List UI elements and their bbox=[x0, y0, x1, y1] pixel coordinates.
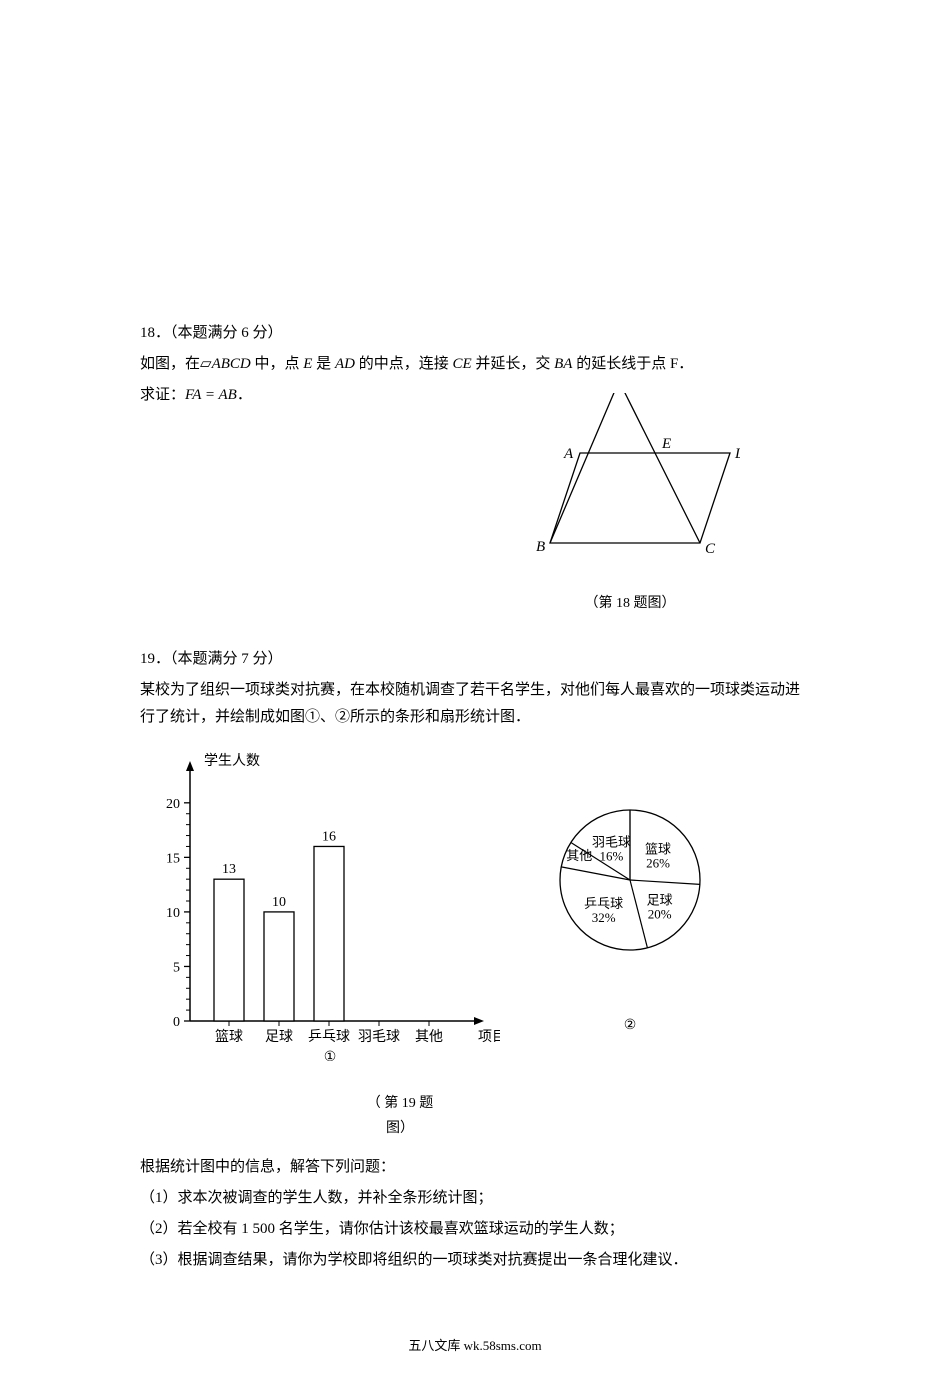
svg-text:①: ① bbox=[324, 1050, 337, 1061]
question-3: （3）根据调查结果，请你为学校即将组织的一项球类对抗赛提出一条合理化建议． bbox=[140, 1247, 810, 1274]
problem-19-header: 19．（本题满分 7 分） bbox=[140, 646, 810, 673]
problem-18: 18．（本题满分 6 分） 如图，在▱ABCD 中，点 E 是 AD 的中点，连… bbox=[140, 320, 810, 616]
label-A: A bbox=[563, 446, 574, 462]
figure-19-caption: （ 第 19 题 图） bbox=[200, 1091, 600, 1141]
svg-text:羽毛球: 羽毛球 bbox=[358, 1029, 400, 1045]
fig19-cap-suffix: 图） bbox=[386, 1121, 414, 1136]
page-footer: 五八文库 wk.58sms.com bbox=[140, 1334, 810, 1357]
p18-m3: 的中点，连接 bbox=[355, 356, 453, 372]
svg-text:16: 16 bbox=[322, 830, 336, 845]
pie-chart: 篮球26% 足球20% 乒乓球32% 其他羽毛球16% ② bbox=[530, 795, 730, 1038]
svg-text:篮球: 篮球 bbox=[215, 1029, 243, 1045]
svg-text:0: 0 bbox=[173, 1015, 180, 1030]
p18-m1: 中，点 bbox=[251, 356, 304, 372]
svg-text:乒乓球: 乒乓球 bbox=[308, 1029, 350, 1045]
problem-18-text-line1: 如图，在▱ABCD 中，点 E 是 AD 的中点，连接 CE 并延长，交 BA … bbox=[140, 351, 810, 378]
figure-18-svg: F E A D B C bbox=[520, 393, 740, 573]
label-D: D bbox=[734, 446, 740, 462]
bar-chart: 0 5 10 15 20 学生人数篮球 13 足球 10 乒乓球 16 羽毛球其他 项目 ① bbox=[140, 751, 500, 1071]
p18-prove-prefix: 求证： bbox=[140, 387, 185, 403]
svg-text:学生人数: 学生人数 bbox=[204, 753, 260, 769]
p18-prefix: 如图，在 bbox=[140, 356, 200, 372]
figure-18-caption: （第 18 题图） bbox=[520, 591, 740, 616]
p18-period: ． bbox=[237, 387, 252, 403]
pie-chart-svg: 篮球26% 足球20% 乒乓球32% 其他羽毛球16% bbox=[530, 795, 730, 995]
problem-18-header: 18．（本题满分 6 分） bbox=[140, 320, 810, 347]
p18-m2: 是 bbox=[312, 356, 335, 372]
svg-text:项目: 项目 bbox=[478, 1030, 500, 1045]
label-B: B bbox=[536, 539, 545, 555]
p18-m4: 并延长，交 bbox=[472, 356, 555, 372]
question-2: （2）若全校有 1 500 名学生，请你估计该校最喜欢篮球运动的学生人数； bbox=[140, 1216, 810, 1243]
svg-text:10: 10 bbox=[272, 895, 286, 910]
svg-text:其他: 其他 bbox=[415, 1029, 443, 1045]
figure-19-container: 05101520学生人数篮球13足球10乒乓球16羽毛球其他项目① 篮球26%足… bbox=[140, 751, 810, 1071]
svg-text:20%: 20% bbox=[648, 906, 672, 921]
svg-text:16%: 16% bbox=[600, 848, 624, 863]
svg-text:26%: 26% bbox=[646, 855, 670, 870]
svg-text:20: 20 bbox=[166, 797, 180, 812]
svg-text:羽毛球: 羽毛球 bbox=[592, 834, 631, 849]
svg-text:足球: 足球 bbox=[265, 1029, 293, 1045]
svg-text:13: 13 bbox=[222, 862, 236, 877]
label-C: C bbox=[705, 541, 716, 557]
svg-text:32%: 32% bbox=[592, 910, 616, 925]
p18-CE: CE bbox=[452, 356, 471, 372]
fig19-cap-prefix: （ 第 19 题 bbox=[367, 1096, 434, 1111]
problem-19-text: 某校为了组织一项球类对抗赛，在本校随机调查了若干名学生，对他们每人最喜欢的一项球… bbox=[140, 677, 810, 731]
svg-text:足球: 足球 bbox=[647, 892, 673, 907]
p18-BA: BA bbox=[554, 356, 572, 372]
label-F: F bbox=[617, 393, 628, 397]
svg-text:篮球: 篮球 bbox=[645, 841, 671, 856]
questions-intro: 根据统计图中的信息，解答下列问题： bbox=[140, 1154, 810, 1181]
svg-text:其他: 其他 bbox=[566, 847, 592, 862]
pie-caption: ② bbox=[530, 1013, 730, 1038]
p18-abcd: ABCD bbox=[212, 356, 251, 372]
parallelogram-icon: ▱ bbox=[200, 351, 212, 378]
label-E: E bbox=[661, 436, 671, 452]
svg-text:10: 10 bbox=[166, 906, 180, 921]
figure-18-container: F E A D B C （第 18 题图） bbox=[140, 393, 810, 616]
svg-text:乒乓球: 乒乓球 bbox=[584, 896, 623, 911]
p18-end: 的延长线于点 F． bbox=[572, 356, 693, 372]
svg-text:5: 5 bbox=[173, 961, 180, 976]
p18-eq: FA = AB bbox=[185, 387, 237, 403]
problem-19: 19．（本题满分 7 分） 某校为了组织一项球类对抗赛，在本校随机调查了若干名学… bbox=[140, 646, 810, 1273]
svg-text:15: 15 bbox=[166, 852, 180, 867]
question-list: 根据统计图中的信息，解答下列问题： （1）求本次被调查的学生人数，并补全条形统计… bbox=[140, 1154, 810, 1274]
bar-chart-svg: 0 5 10 15 20 学生人数篮球 13 足球 10 乒乓球 16 羽毛球其他 项目 ① bbox=[140, 751, 500, 1061]
p18-AD: AD bbox=[335, 356, 355, 372]
question-1: （1）求本次被调查的学生人数，并补全条形统计图； bbox=[140, 1185, 810, 1212]
